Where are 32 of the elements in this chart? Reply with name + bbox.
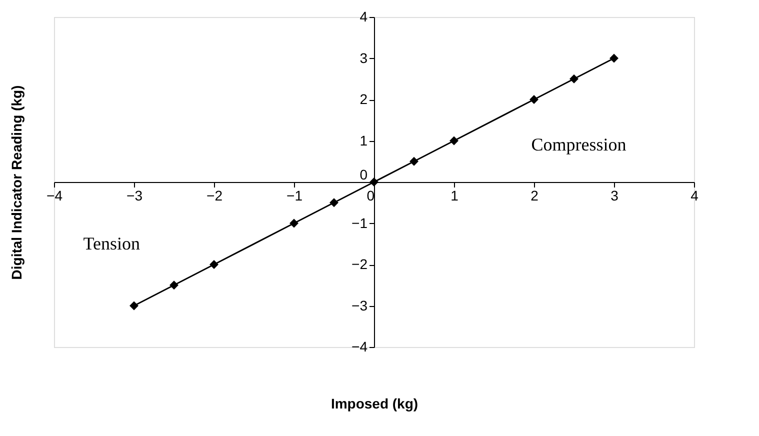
x-tick-label: 4 <box>690 188 699 204</box>
point <box>570 74 578 84</box>
point <box>370 178 378 186</box>
x-tick-label: 2 <box>530 188 539 204</box>
y-tick-label: −1 <box>352 214 368 231</box>
x-tick-label: 3 <box>610 188 619 204</box>
annotation: Tension <box>83 234 140 254</box>
point <box>450 136 458 146</box>
y-tick-label: 0 <box>360 166 368 182</box>
y-tick-label: 4 <box>360 8 368 24</box>
y-tick-label: −4 <box>352 338 368 354</box>
point <box>170 280 178 290</box>
point <box>290 218 298 228</box>
x-axis-title: Imposed (kg) <box>330 396 418 412</box>
y-tick-label: −3 <box>352 297 368 314</box>
point <box>210 260 218 269</box>
y-tick-label: −2 <box>352 256 368 272</box>
point <box>530 95 538 104</box>
y-tick-label: 2 <box>360 91 368 107</box>
annotation: Compression <box>531 134 626 155</box>
x-tick-label: −4 <box>46 188 63 204</box>
y-tick-label: 1 <box>360 132 368 148</box>
x-tick-label: −2 <box>206 188 223 204</box>
point <box>410 156 418 166</box>
x-tick-label: −1 <box>286 188 303 204</box>
x-tick-label: −3 <box>126 188 143 204</box>
y-tick-label: 3 <box>360 50 368 66</box>
y-axis-title: Digital Indicator Reading (kg) <box>8 85 24 280</box>
point <box>610 54 618 63</box>
x-tick-label: 1 <box>450 188 459 204</box>
point <box>330 198 338 208</box>
point <box>130 301 138 310</box>
